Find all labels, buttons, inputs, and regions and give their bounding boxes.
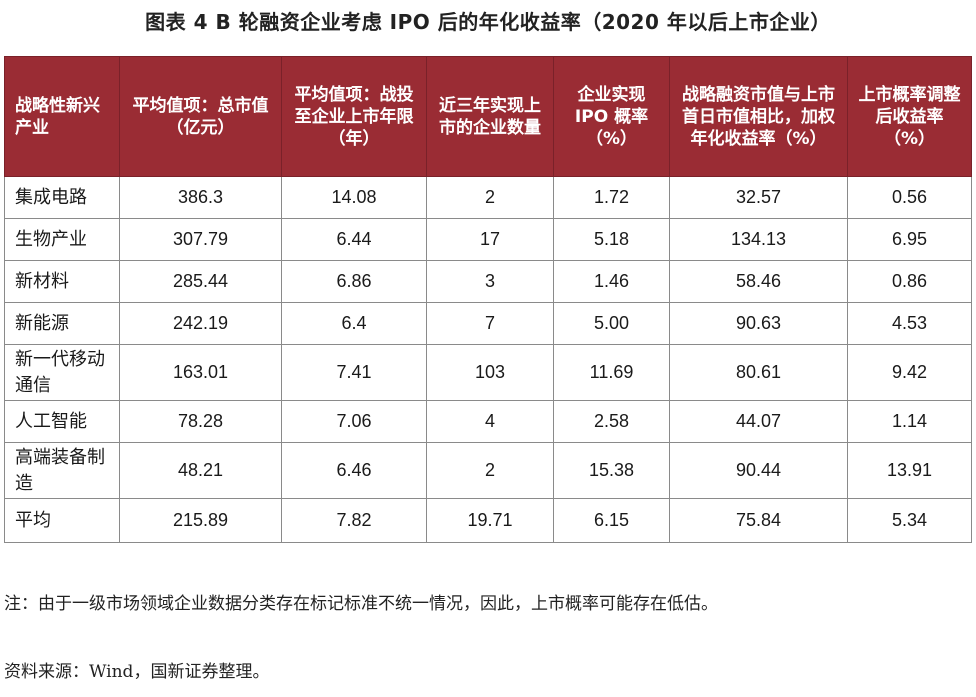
industry-cell: 人工智能 — [4, 400, 120, 443]
header-row: 战略性新兴产业 平均值项：总市值（亿元） 平均值项：战投至企业上市年限（年） 近… — [4, 56, 972, 177]
table-row: 生物产业 307.79 6.44 17 5.18 134.13 6.95 — [4, 218, 972, 261]
table-cell: 2 — [426, 442, 554, 499]
table-cell: 6.15 — [553, 498, 670, 543]
header-cell: 近三年实现上市的企业数量 — [426, 56, 554, 177]
table-cell: 58.46 — [669, 260, 848, 303]
industry-cell: 生物产业 — [4, 218, 120, 261]
industry-cell: 平均 — [4, 498, 120, 543]
table-row: 新材料 285.44 6.86 3 1.46 58.46 0.86 — [4, 260, 972, 303]
table-cell: 44.07 — [669, 400, 848, 443]
industry-cell: 新一代移动通信 — [4, 344, 120, 401]
table-cell: 5.34 — [847, 498, 972, 543]
table-cell: 17 — [426, 218, 554, 261]
table-cell: 2.58 — [553, 400, 670, 443]
table-cell: 5.00 — [553, 302, 670, 345]
table-cell: 1.72 — [553, 176, 670, 219]
table-row: 新能源 242.19 6.4 7 5.00 90.63 4.53 — [4, 302, 972, 345]
table-cell: 242.19 — [119, 302, 282, 345]
table-cell: 9.42 — [847, 344, 972, 401]
table-cell: 80.61 — [669, 344, 848, 401]
table-cell: 14.08 — [281, 176, 427, 219]
table-cell: 0.56 — [847, 176, 972, 219]
table-cell: 90.63 — [669, 302, 848, 345]
table-cell: 386.3 — [119, 176, 282, 219]
table-cell: 11.69 — [553, 344, 670, 401]
table-cell: 13.91 — [847, 442, 972, 499]
header-cell: 上市概率调整后收益率（%） — [847, 56, 972, 177]
table-cell: 4 — [426, 400, 554, 443]
table-cell: 6.44 — [281, 218, 427, 261]
table-cell: 6.86 — [281, 260, 427, 303]
table-cell: 5.18 — [553, 218, 670, 261]
table-cell: 285.44 — [119, 260, 282, 303]
table-cell: 19.71 — [426, 498, 554, 543]
header-cell: 企业实现IPO 概率（%） — [553, 56, 670, 177]
industry-cell: 高端装备制造 — [4, 442, 120, 499]
header-cell: 平均值项：总市值（亿元） — [119, 56, 282, 177]
data-source: 资料来源：Wind，国新证券整理。 — [4, 662, 270, 682]
table-cell: 2 — [426, 176, 554, 219]
returns-table: 战略性新兴产业 平均值项：总市值（亿元） 平均值项：战投至企业上市年限（年） 近… — [4, 56, 972, 543]
table-cell: 7 — [426, 302, 554, 345]
table-note: 注：由于一级市场领域企业数据分类存在标记标准不统一情况，因此，上市概率可能存在低… — [4, 594, 718, 614]
industry-cell: 新材料 — [4, 260, 120, 303]
table-cell: 7.41 — [281, 344, 427, 401]
table-cell: 6.95 — [847, 218, 972, 261]
table-row: 人工智能 78.28 7.06 4 2.58 44.07 1.14 — [4, 400, 972, 443]
table-cell: 134.13 — [669, 218, 848, 261]
table-cell: 103 — [426, 344, 554, 401]
table-cell: 32.57 — [669, 176, 848, 219]
table-row: 集成电路 386.3 14.08 2 1.72 32.57 0.56 — [4, 176, 972, 219]
table-cell: 90.44 — [669, 442, 848, 499]
table-cell: 75.84 — [669, 498, 848, 543]
table-cell: 3 — [426, 260, 554, 303]
header-cell: 战略性新兴产业 — [4, 56, 120, 177]
table-cell: 6.4 — [281, 302, 427, 345]
table-cell: 7.82 — [281, 498, 427, 543]
table-row: 高端装备制造 48.21 6.46 2 15.38 90.44 13.91 — [4, 442, 972, 499]
table-cell: 307.79 — [119, 218, 282, 261]
table-cell: 15.38 — [553, 442, 670, 499]
table-cell: 163.01 — [119, 344, 282, 401]
industry-cell: 集成电路 — [4, 176, 120, 219]
table-cell: 78.28 — [119, 400, 282, 443]
industry-cell: 新能源 — [4, 302, 120, 345]
table-cell: 6.46 — [281, 442, 427, 499]
header-cell: 战略融资市值与上市首日市值相比，加权年化收益率（%） — [669, 56, 848, 177]
table-row: 新一代移动通信 163.01 7.41 103 11.69 80.61 9.42 — [4, 344, 972, 401]
table-cell: 215.89 — [119, 498, 282, 543]
table-cell: 1.46 — [553, 260, 670, 303]
table-cell: 0.86 — [847, 260, 972, 303]
table-cell: 1.14 — [847, 400, 972, 443]
average-row: 平均 215.89 7.82 19.71 6.15 75.84 5.34 — [4, 498, 972, 543]
table-cell: 4.53 — [847, 302, 972, 345]
table-title: 图表 4 B 轮融资企业考虑 IPO 后的年化收益率（2020 年以后上市企业） — [145, 10, 831, 34]
table-cell: 48.21 — [119, 442, 282, 499]
table-cell: 7.06 — [281, 400, 427, 443]
header-cell: 平均值项：战投至企业上市年限（年） — [281, 56, 427, 177]
